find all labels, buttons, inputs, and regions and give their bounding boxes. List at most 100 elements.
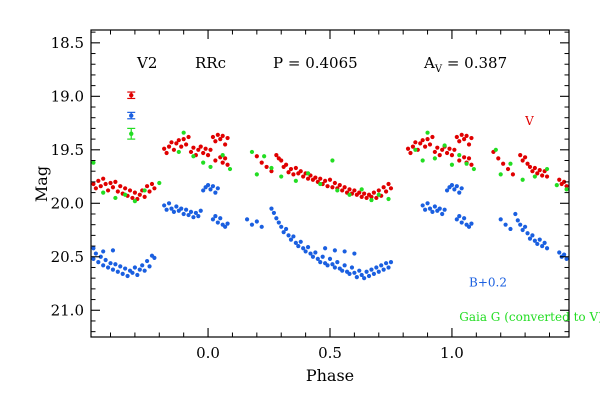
data-point xyxy=(96,178,101,183)
data-point xyxy=(166,144,172,149)
error-bar-legend xyxy=(127,91,136,140)
data-point xyxy=(420,158,425,163)
data-point xyxy=(374,265,379,270)
data-point xyxy=(444,150,450,156)
series-layer xyxy=(91,130,569,281)
data-point xyxy=(320,254,325,259)
data-point xyxy=(208,164,213,170)
data-point xyxy=(220,160,225,165)
data-point xyxy=(471,166,476,172)
data-point xyxy=(381,267,386,272)
data-point xyxy=(425,137,430,142)
data-point xyxy=(186,134,191,140)
data-point xyxy=(262,154,267,159)
data-point xyxy=(515,218,520,223)
data-point xyxy=(540,173,545,178)
data-point xyxy=(157,180,162,186)
data-point xyxy=(225,135,230,141)
data-point xyxy=(164,207,169,212)
x-tick-label: 0.5 xyxy=(318,344,342,362)
data-point xyxy=(186,212,191,218)
data-point xyxy=(374,195,379,201)
data-point xyxy=(325,184,330,189)
data-point xyxy=(315,256,320,262)
data-point xyxy=(340,188,345,193)
data-point xyxy=(301,174,306,179)
data-point xyxy=(223,224,228,229)
data-point xyxy=(427,206,433,211)
data-point xyxy=(413,140,418,145)
data-point xyxy=(215,132,220,137)
data-point xyxy=(123,186,128,191)
data-point xyxy=(179,206,184,211)
data-point xyxy=(259,224,264,229)
amplitude-prefix: A xyxy=(423,54,435,72)
data-point xyxy=(118,264,123,269)
data-point xyxy=(125,273,130,279)
data-point xyxy=(279,158,284,163)
data-point xyxy=(310,254,316,259)
data-point xyxy=(123,192,128,197)
data-point xyxy=(435,145,440,150)
data-point xyxy=(198,144,203,149)
data-point xyxy=(537,237,542,242)
data-point xyxy=(369,194,374,199)
data-point xyxy=(537,168,542,173)
data-point xyxy=(308,251,313,256)
data-point xyxy=(215,186,220,191)
data-point xyxy=(101,190,106,195)
data-point xyxy=(496,156,501,161)
data-point xyxy=(337,183,342,188)
series-annotations: V B+0.2 Gaia G (converted to V) xyxy=(459,114,600,324)
data-point xyxy=(523,224,528,229)
data-point xyxy=(347,187,352,192)
data-point xyxy=(213,158,218,163)
data-point xyxy=(191,215,196,220)
data-point xyxy=(118,184,123,189)
period-label: P = 0.4065 xyxy=(273,54,358,72)
data-point xyxy=(105,265,111,270)
x-tick-label: 1.0 xyxy=(440,344,464,362)
data-point xyxy=(93,186,98,191)
data-point xyxy=(466,142,472,147)
data-point xyxy=(359,187,364,192)
data-point xyxy=(340,268,345,273)
data-point xyxy=(152,255,157,260)
data-point xyxy=(140,263,145,268)
x-tick-label: 0.0 xyxy=(196,344,220,362)
data-point xyxy=(513,211,518,217)
data-point xyxy=(110,185,116,190)
data-point xyxy=(527,164,533,170)
data-point xyxy=(330,262,335,267)
data-point xyxy=(457,153,462,158)
data-point xyxy=(191,145,196,150)
data-point xyxy=(181,211,186,217)
data-point xyxy=(184,207,189,212)
data-point xyxy=(113,179,118,184)
data-point xyxy=(523,155,528,160)
data-point xyxy=(208,187,213,192)
data-point xyxy=(286,170,291,175)
data-point xyxy=(564,256,569,262)
data-point xyxy=(269,169,274,174)
data-point xyxy=(188,209,194,214)
data-point xyxy=(357,190,362,195)
data-point xyxy=(130,270,135,275)
data-point xyxy=(544,174,550,179)
data-point xyxy=(181,130,186,135)
data-point xyxy=(279,224,284,229)
data-point xyxy=(532,165,537,171)
error-bar-point xyxy=(129,113,134,118)
series-annotation: V xyxy=(524,114,534,128)
data-point xyxy=(210,134,216,140)
data-point xyxy=(464,161,469,166)
data-point xyxy=(220,153,225,158)
data-point xyxy=(244,217,250,222)
data-point xyxy=(362,276,367,281)
data-point xyxy=(554,183,559,188)
data-point xyxy=(423,144,428,149)
data-point xyxy=(213,190,218,195)
data-point xyxy=(98,254,103,259)
data-point xyxy=(276,220,281,225)
data-point xyxy=(520,177,525,182)
